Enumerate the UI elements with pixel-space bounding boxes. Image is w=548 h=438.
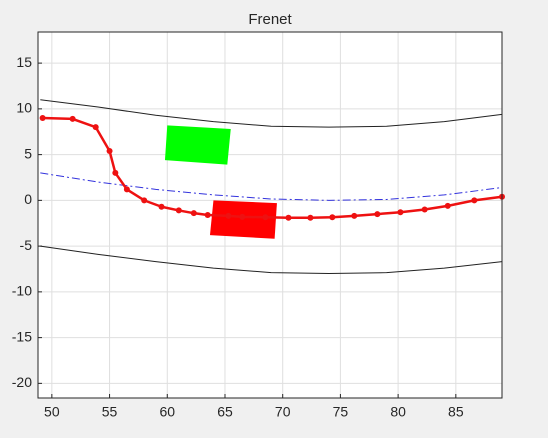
point-marker (397, 209, 404, 216)
point-marker (262, 214, 269, 221)
point-marker (158, 203, 165, 210)
point-marker (421, 206, 428, 213)
y-tick-label: -5 (20, 237, 33, 253)
point-marker (204, 212, 211, 218)
x-tick-label: 70 (275, 404, 291, 420)
point-marker (69, 115, 76, 122)
plot-area (39, 99, 505, 275)
point-marker (444, 202, 451, 209)
y-tick-label: -15 (12, 328, 32, 344)
point-marker (329, 214, 336, 221)
y-tick-label: -10 (12, 283, 32, 299)
point-marker (123, 186, 130, 193)
y-tick-label: 15 (16, 54, 32, 70)
series-line (40, 245, 503, 275)
point-marker (225, 212, 232, 219)
point-marker (175, 207, 182, 214)
y-tick-label: 5 (24, 145, 32, 161)
point-marker (190, 210, 197, 217)
x-tick-label: 55 (102, 404, 118, 420)
point-marker (92, 124, 99, 131)
point-marker (471, 197, 478, 204)
point-marker (285, 214, 292, 221)
point-marker (106, 147, 113, 154)
x-tick-label: 65 (217, 404, 233, 420)
point-marker (39, 115, 46, 122)
x-tick-label: 85 (448, 404, 464, 420)
y-tick-label: -20 (12, 374, 32, 390)
point-marker (307, 214, 314, 221)
series-line (40, 99, 503, 128)
y-tick-label: 10 (16, 100, 32, 116)
point-marker (239, 213, 246, 220)
x-tick-label: 75 (333, 404, 349, 420)
point-marker (141, 197, 148, 204)
point-marker (374, 211, 381, 218)
obstacle (164, 125, 231, 165)
point-marker (112, 169, 119, 176)
chart-title: Frenet (248, 11, 292, 28)
x-tick-label: 60 (159, 404, 175, 420)
axes-box (37, 31, 503, 399)
x-tick-label: 50 (44, 404, 60, 420)
series-line (42, 116, 503, 219)
point-marker (351, 212, 358, 219)
series-line (40, 172, 503, 201)
y-tick-label: 0 (24, 191, 32, 207)
x-tick-label: 80 (390, 404, 406, 420)
